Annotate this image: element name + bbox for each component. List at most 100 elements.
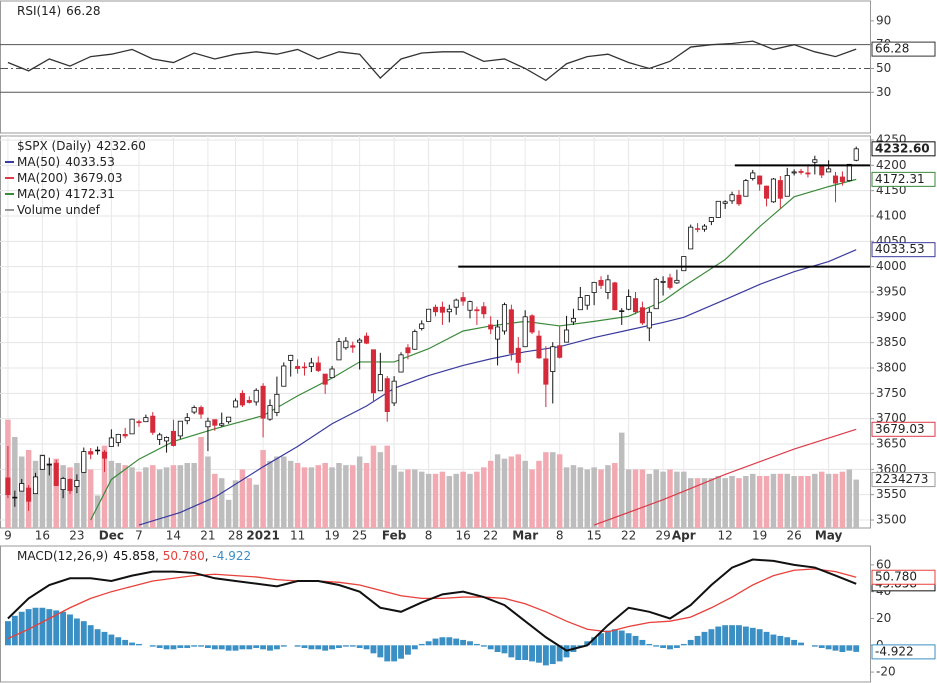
candle-body	[67, 479, 73, 492]
volume-bar	[736, 478, 742, 528]
volume-bar	[398, 471, 404, 528]
volume-bar	[170, 465, 177, 528]
x-tick-label: 21	[200, 529, 215, 543]
candle-body	[446, 308, 452, 313]
candle-body	[812, 159, 818, 163]
value-box-label: 4232.60	[875, 141, 930, 155]
candle-body	[460, 297, 466, 302]
y-tick-label: 4100	[876, 209, 907, 223]
histogram-bar	[522, 645, 529, 661]
y-tick-label: 4000	[876, 259, 907, 273]
volume-bar	[191, 463, 197, 528]
candle-body	[743, 180, 749, 197]
histogram-bar	[94, 629, 101, 646]
candle-body	[695, 228, 701, 230]
legend-text: 45.858	[113, 549, 155, 563]
candle-body	[295, 366, 301, 369]
legend-entry: RSI(14) 66.28	[17, 4, 101, 18]
volume-bar	[405, 469, 411, 528]
candle-body	[501, 304, 508, 332]
histogram-bar	[170, 645, 177, 650]
candle-body	[439, 306, 445, 313]
legend-text: 3679.03	[73, 171, 123, 185]
histogram-bar	[770, 634, 777, 646]
volume-bar	[612, 463, 618, 528]
candle-body	[315, 362, 321, 371]
volume-bar	[839, 471, 846, 528]
histogram-bar	[460, 639, 467, 646]
candle-body	[39, 455, 45, 470]
legend-text: ,	[205, 549, 213, 563]
volume-bar	[460, 471, 466, 528]
candle-body	[495, 326, 501, 340]
y-tick-label: 3700	[876, 411, 907, 425]
volume-bar	[87, 469, 94, 528]
legend-text: 4232.60	[96, 139, 146, 153]
histogram-bar	[687, 639, 694, 646]
value-box-label: 3679.03	[875, 422, 925, 436]
histogram-bar	[701, 631, 708, 646]
volume-bar	[308, 467, 315, 528]
histogram-bar	[425, 641, 432, 646]
x-tick-label: Feb	[382, 529, 407, 543]
volume-bar	[115, 463, 122, 528]
candle-body	[639, 307, 645, 324]
value-box-label: -4.922	[875, 644, 914, 658]
candle-body	[5, 477, 11, 496]
histogram-bar	[501, 645, 508, 654]
value-box	[871, 569, 936, 585]
candle-body	[750, 172, 756, 179]
legend-text: MA(200)	[17, 171, 68, 185]
volume-bar	[832, 473, 839, 528]
histogram-bar	[301, 645, 308, 648]
candle-body	[646, 311, 652, 329]
volume-bar	[32, 460, 39, 528]
histogram-bar	[756, 629, 763, 646]
histogram-bar	[494, 645, 501, 652]
histogram-bar	[225, 645, 232, 651]
volume-bar	[246, 478, 253, 528]
volume-bar	[570, 465, 577, 528]
histogram-bar	[708, 629, 715, 646]
volume-bar	[94, 495, 101, 528]
volume-bar	[550, 452, 556, 528]
candle-body	[274, 393, 280, 413]
volume-bar	[363, 463, 370, 528]
histogram-bar	[598, 633, 604, 646]
volume-bar	[681, 471, 687, 528]
volume-bar	[46, 463, 53, 528]
legend-text: RSI(14)	[17, 4, 61, 18]
volume-bar	[446, 476, 453, 528]
candle-body	[301, 366, 308, 369]
histogram-bar	[356, 645, 363, 648]
candle-body	[453, 299, 459, 308]
volume-bar	[294, 463, 301, 528]
histogram-bar	[487, 645, 494, 650]
candle-body	[791, 171, 797, 174]
histogram-bar	[73, 618, 80, 646]
volume-bar	[232, 480, 239, 528]
volume-bar	[287, 460, 294, 528]
histogram-bar	[177, 645, 184, 648]
x-tick-label: 22	[621, 529, 636, 543]
histogram-bar	[184, 645, 191, 648]
histogram-bar	[611, 629, 618, 646]
legend-text: 66.28	[66, 4, 100, 18]
x-tick-label: 29	[655, 529, 670, 543]
candle-body	[115, 433, 121, 443]
histogram-bar	[473, 643, 480, 646]
volume-bar	[163, 467, 170, 528]
moving-average	[138, 249, 857, 526]
x-tick-label: 16	[35, 529, 50, 543]
volume-bar	[322, 463, 328, 528]
x-tick-label: Apr	[672, 529, 696, 543]
volume-bar	[605, 465, 611, 528]
y-tick-label: 3650	[876, 436, 907, 450]
legend-entry: MA(200) 3679.03	[17, 171, 122, 185]
candle-body	[377, 374, 383, 392]
volume-bar	[184, 463, 190, 528]
legend-text: ,	[155, 549, 163, 563]
histogram-bar	[639, 639, 646, 646]
volume-bar	[336, 463, 342, 528]
candle-body	[839, 176, 845, 182]
